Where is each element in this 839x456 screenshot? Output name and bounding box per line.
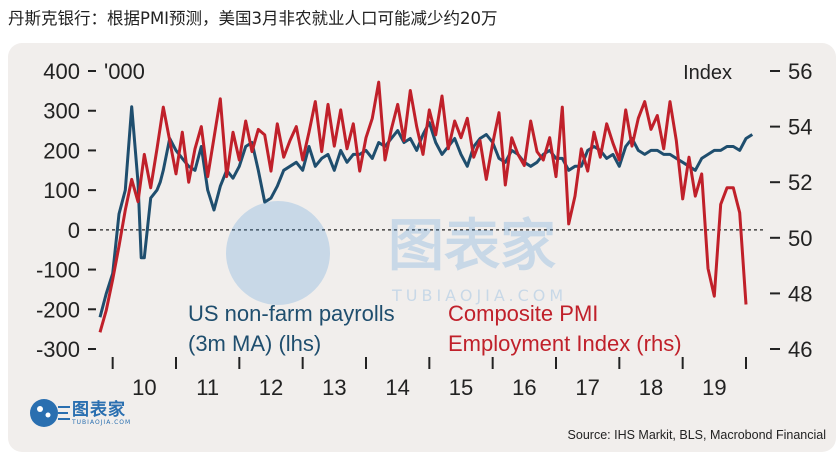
left-tick-label: 200: [43, 138, 80, 163]
x-tick-label: 14: [385, 375, 409, 400]
left-tick-label: -200: [36, 297, 80, 322]
brain-logo-icon: [30, 399, 70, 427]
left-tick-label: 100: [43, 178, 80, 203]
x-tick-label: 13: [322, 375, 346, 400]
right-tick-label: 46: [788, 337, 812, 362]
x-tick-label: 11: [196, 375, 219, 400]
page-title: 丹斯克银行：根据PMI预测，美国3月非农就业人口可能减少约20万: [8, 9, 498, 28]
right-tick-label: 50: [788, 226, 812, 251]
pmi-series-label: Employment Index (rhs): [448, 331, 682, 356]
chart-panel: 400 300 200 100 0 -100 -200 -300 '000 56 54 52 50 48 4…: [8, 43, 836, 452]
x-tick-label: 18: [639, 375, 663, 400]
payrolls-series-label: US non-farm payrolls: [188, 301, 395, 326]
right-tick-label: 54: [788, 115, 812, 140]
right-tick-label: 48: [788, 281, 812, 306]
left-tick-label: 400: [43, 59, 80, 84]
x-tick-label: 19: [702, 375, 726, 400]
brand-logo: 图表家 TUBIAOJIA.COM: [28, 397, 131, 429]
logo-text: 图表家: [72, 399, 126, 420]
pmi-series-label: Composite PMI: [448, 301, 598, 326]
source-note: Source: IHS Markit, BLS, Macrobond Finan…: [567, 428, 826, 442]
left-tick-label: -100: [36, 258, 80, 283]
x-tick-label: 12: [259, 375, 283, 400]
payrolls-series-label: (3m MA) (lhs): [188, 331, 321, 356]
logo-subtext: TUBIAOJIA.COM: [72, 418, 132, 426]
left-tick-label: 300: [43, 99, 80, 124]
left-tick-label: 0: [68, 218, 80, 243]
right-tick-label: 52: [788, 170, 812, 195]
x-tick-label: 16: [512, 375, 536, 400]
pmi-series-line: [98, 80, 748, 333]
chart-svg: 400 300 200 100 0 -100 -200 -300 '000 56 54 52 50 48 4…: [36, 59, 813, 400]
right-axis-unit: Index: [683, 62, 732, 84]
left-axis-unit: '000: [104, 59, 145, 84]
right-tick-label: 56: [788, 59, 812, 84]
x-tick-label: 15: [449, 375, 473, 400]
x-tick-label: 17: [575, 375, 599, 400]
x-tick-label: 10: [132, 375, 156, 400]
left-tick-label: -300: [36, 337, 80, 362]
